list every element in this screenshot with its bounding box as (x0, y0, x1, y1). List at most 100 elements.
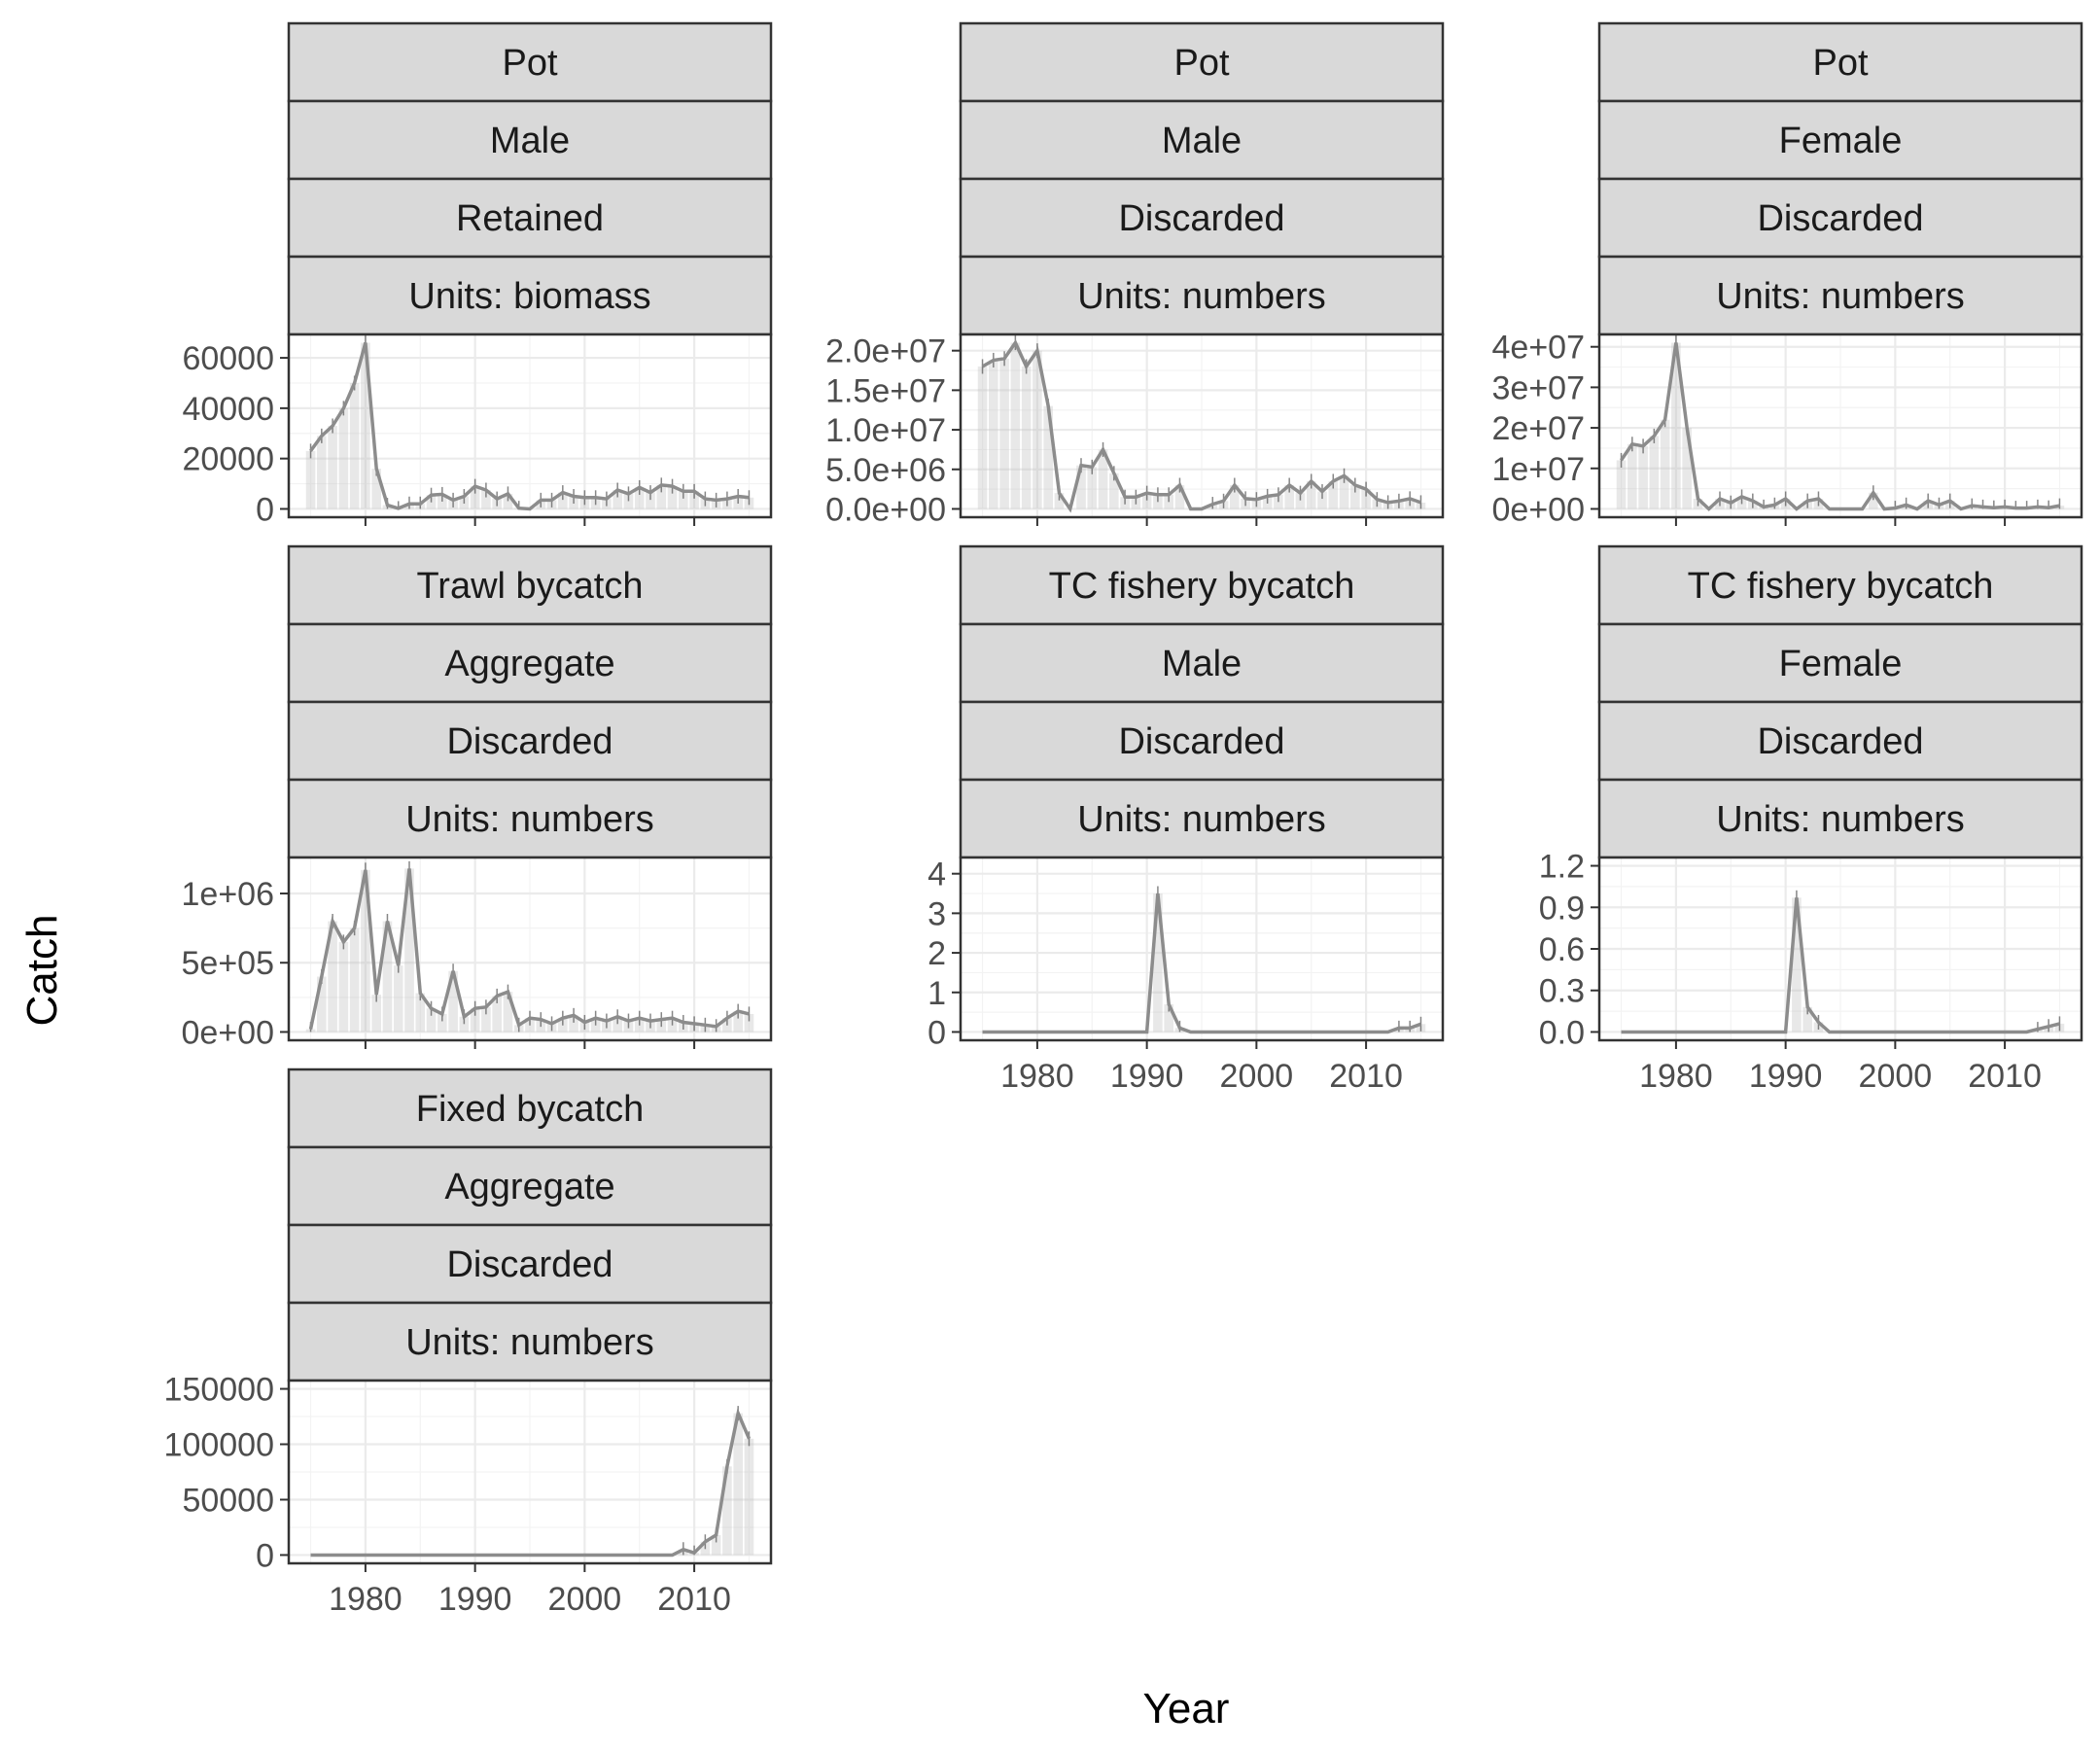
facet-strip (959, 177, 1445, 259)
facet-strip (287, 99, 773, 181)
facet-strip-label: Discarded (1118, 198, 1284, 239)
y-tick-label: 0.0 (1539, 1014, 1585, 1051)
data-bar (1802, 1006, 1812, 1032)
data-bar (1869, 492, 1878, 509)
data-bar (470, 1008, 480, 1032)
data-bar (1350, 485, 1360, 509)
data-bar (634, 487, 645, 509)
data-bar (1792, 897, 1802, 1032)
data-bar (623, 493, 634, 509)
y-tick-label: 0.6 (1539, 931, 1585, 968)
facet-strip-label: Units: numbers (1077, 799, 1326, 840)
facet-strip (287, 544, 773, 626)
x-tick-label: 2000 (1859, 1058, 1933, 1095)
data-bar (1682, 428, 1692, 509)
facet-strip (1597, 177, 2083, 259)
catch-series-line (1621, 897, 2060, 1034)
data-bar (338, 941, 349, 1032)
data-bar (438, 1013, 447, 1032)
panel-4: Trawl bycatch Aggregate Discarded Units: nu… (182, 544, 773, 1051)
data-bar (1010, 342, 1021, 509)
y-tick-label: 1.0e+07 (825, 412, 946, 449)
y-tick-label: 0e+00 (1492, 491, 1586, 528)
x-tick-label: 1990 (1110, 1058, 1184, 1095)
data-bar (679, 491, 688, 509)
catch-series-line (308, 868, 750, 1030)
y-tick-label: 4 (928, 857, 946, 893)
facet-strip-label: Discarded (446, 1244, 612, 1285)
facet-strip-label: Units: biomass (408, 276, 650, 317)
facet-strip-label: TC fishery bycatch (1049, 566, 1355, 607)
y-tick-label: 2e+07 (1492, 410, 1586, 447)
data-bar (1230, 485, 1240, 509)
panel-7: Fixed bycatch Aggregate Discarded Units: nu… (164, 1068, 773, 1618)
data-bar (1098, 449, 1108, 509)
data-bar (448, 970, 458, 1032)
y-tick-label: 2.0e+07 (825, 333, 946, 370)
facet-strip (959, 99, 1445, 181)
data-bar (481, 490, 491, 509)
panel-border (959, 332, 1445, 519)
panel-1: Pot Male Retained Units: biomass 0 20000 40000… (182, 21, 773, 528)
facet-strip-label: Units: numbers (405, 1322, 654, 1363)
facet-strip-label: Male (490, 121, 570, 161)
y-tick-label: 0 (928, 1014, 946, 1051)
data-bar (328, 921, 337, 1032)
data-bar (361, 869, 370, 1032)
x-tick-label: 2010 (1968, 1058, 2042, 1095)
data-bar (1076, 465, 1086, 509)
data-bar (382, 921, 393, 1032)
facet-strip (1597, 255, 2083, 336)
data-bar (733, 1413, 743, 1556)
data-bar (667, 486, 678, 509)
data-bar (1616, 460, 1627, 509)
facet-strip-label: Discarded (1757, 721, 1923, 762)
data-bar (744, 1013, 754, 1032)
data-bar (1671, 342, 1681, 509)
y-tick-label: 0 (256, 491, 274, 528)
data-bar (1109, 472, 1119, 509)
data-bar (612, 490, 622, 509)
y-tick-label: 1.2 (1539, 849, 1585, 886)
facet-strip-label: Discarded (1757, 198, 1923, 239)
y-tick-label: 50000 (182, 1482, 274, 1519)
data-bar (1328, 480, 1339, 509)
y-tick-label: 0.9 (1539, 890, 1585, 927)
x-tick-label: 2000 (1220, 1058, 1294, 1095)
x-tick-label: 2010 (657, 1581, 731, 1618)
data-bar (733, 1011, 743, 1032)
data-bar (1628, 443, 1637, 509)
x-tick-label: 1980 (1000, 1058, 1074, 1095)
panel-border (287, 332, 773, 519)
facet-strip-label: Pot (1173, 43, 1229, 84)
y-tick-label: 100000 (164, 1427, 274, 1464)
data-bar (1021, 366, 1032, 509)
facet-strip-label: Units: numbers (405, 799, 654, 840)
panel-3: Pot Female Discarded Units: numbers 0e+001e+… (1492, 21, 2083, 528)
facet-strip (1597, 99, 2083, 181)
facet-strip (959, 778, 1445, 859)
facet-strip (287, 255, 773, 336)
facet-strip-label: Female (1779, 121, 1903, 161)
catch-series-line (310, 1407, 752, 1558)
facet-strip-label: Discarded (1118, 721, 1284, 762)
data-bar (503, 493, 513, 509)
data-bar (328, 426, 337, 509)
data-bar (503, 992, 513, 1032)
facet-strip-label: Trawl bycatch (417, 566, 644, 607)
y-tick-label: 1e+07 (1492, 451, 1586, 488)
facet-strip-label: TC fishery bycatch (1688, 566, 1994, 607)
y-tick-label: 4e+07 (1492, 330, 1586, 367)
data-bar (1174, 485, 1185, 509)
data-bar (371, 995, 381, 1032)
data-bar (305, 450, 316, 509)
panel-border (1597, 332, 2083, 519)
panel-6: TC fishery bycatch Female Discarded Units: … (1539, 544, 2083, 1095)
data-bar (1141, 493, 1152, 509)
x-tick-label: 1990 (438, 1581, 512, 1618)
facet-strip (287, 778, 773, 859)
facet-strip-label: Pot (1812, 43, 1868, 84)
catch-series-line (981, 338, 1422, 513)
